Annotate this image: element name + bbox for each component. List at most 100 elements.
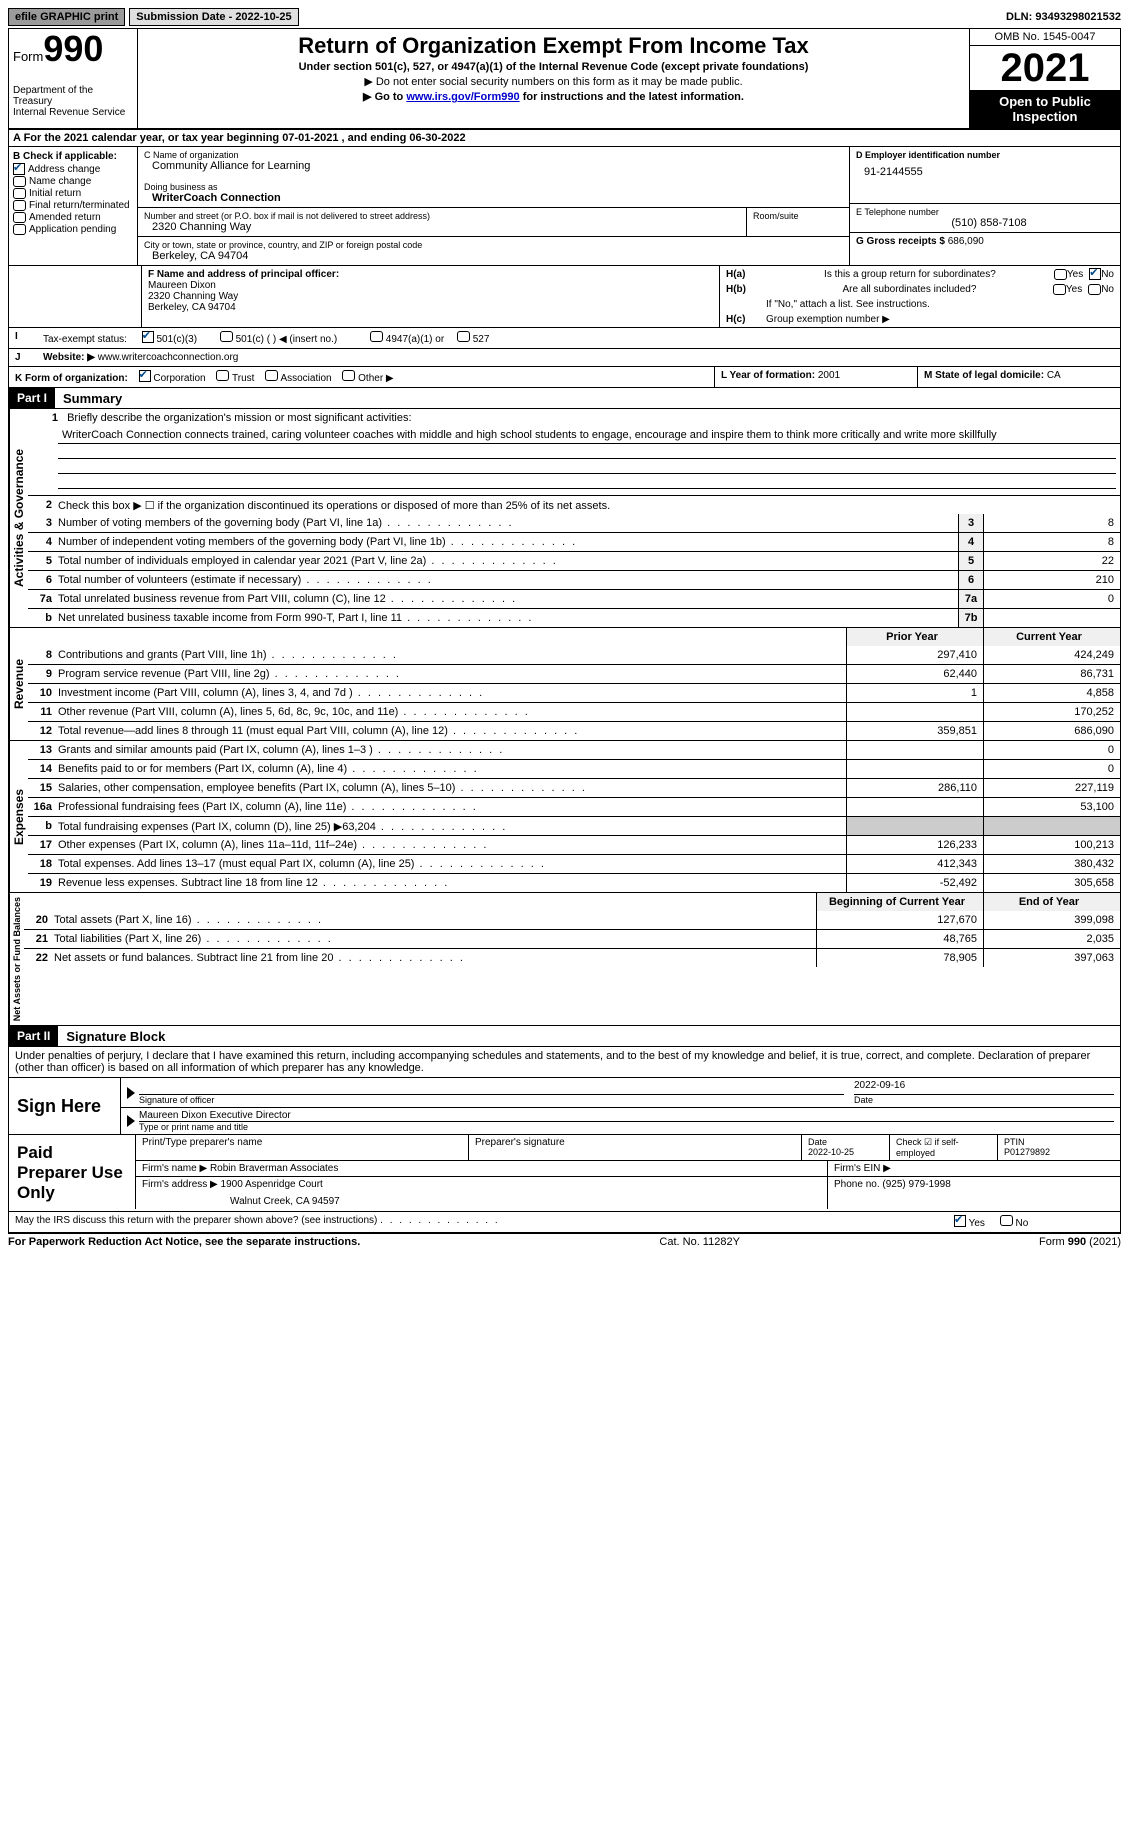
officer-label: F Name and address of principal officer: [148, 269, 713, 280]
beginning-year-header: Beginning of Current Year [816, 893, 983, 911]
footer-left: For Paperwork Reduction Act Notice, see … [8, 1236, 360, 1248]
summary-row: 3Number of voting members of the governi… [28, 514, 1120, 532]
website-value: www.writercoachconnection.org [98, 352, 239, 363]
line1-intro: Briefly describe the organization's miss… [67, 412, 411, 424]
irs-link[interactable]: www.irs.gov/Form990 [406, 91, 519, 103]
cb-527[interactable] [457, 331, 470, 342]
summary-row: bNet unrelated business taxable income f… [28, 608, 1120, 627]
firm-ein-label: Firm's EIN ▶ [828, 1161, 1120, 1176]
cb-association[interactable] [265, 370, 278, 381]
checkbox-application-pending[interactable] [13, 224, 26, 235]
gross-receipts-value: 686,090 [948, 236, 984, 247]
row-j-label: J [9, 349, 37, 366]
cb-trust[interactable] [216, 370, 229, 381]
firm-phone: (925) 979-1998 [882, 1179, 950, 1190]
summary-row: 12Total revenue—add lines 8 through 11 (… [28, 721, 1120, 740]
firm-address1: 1900 Aspenridge Court [221, 1179, 323, 1190]
form-subtitle: Under section 501(c), 527, or 4947(a)(1)… [142, 61, 965, 73]
dba-label: Doing business as [144, 182, 843, 192]
summary-row: bTotal fundraising expenses (Part IX, co… [28, 816, 1120, 835]
summary-row: 15Salaries, other compensation, employee… [28, 778, 1120, 797]
checkbox-final-return[interactable] [13, 200, 26, 211]
print-name-label: Type or print name and title [139, 1121, 1114, 1132]
summary-row: 6Total number of volunteers (estimate if… [28, 570, 1120, 589]
summary-row: 13Grants and similar amounts paid (Part … [28, 741, 1120, 759]
city-value: Berkeley, CA 94704 [144, 250, 843, 262]
hc-text: Group exemption number ▶ [766, 314, 890, 325]
efile-button[interactable]: efile GRAPHIC print [8, 8, 125, 26]
form-org-label: K Form of organization: [15, 373, 128, 384]
summary-row: 22Net assets or fund balances. Subtract … [24, 948, 1120, 967]
summary-row: 8Contributions and grants (Part VIII, li… [28, 646, 1120, 664]
officer-name: Maureen Dixon [148, 280, 713, 291]
checkbox-amended[interactable] [13, 212, 26, 223]
summary-row: 19Revenue less expenses. Subtract line 1… [28, 873, 1120, 892]
ha-no-checkbox[interactable] [1089, 268, 1101, 280]
cb-corporation[interactable] [139, 370, 151, 382]
submission-date: Submission Date - 2022-10-25 [129, 8, 298, 26]
footer-mid: Cat. No. 11282Y [659, 1236, 740, 1248]
officer-city: Berkeley, CA 94704 [148, 302, 713, 313]
summary-row: 18Total expenses. Add lines 13–17 (must … [28, 854, 1120, 873]
part1-header: Part I [9, 388, 55, 408]
sidebar-expenses: Expenses [9, 741, 28, 892]
hb-no-checkbox[interactable] [1088, 284, 1101, 295]
summary-row: 21Total liabilities (Part X, line 26)48,… [24, 929, 1120, 948]
form-label: Form [13, 49, 43, 64]
sig-date: 2022-09-16 [854, 1080, 1114, 1094]
discuss-yes-checkbox[interactable] [954, 1215, 966, 1227]
form-number: 990 [43, 28, 103, 69]
footer-right: Form 990 (2021) [1039, 1236, 1121, 1248]
omb-number: OMB No. 1545-0047 [970, 29, 1120, 46]
hb-note: If "No," attach a list. See instructions… [720, 297, 1120, 312]
row-i-label: I [9, 328, 37, 348]
ein-label: D Employer identification number [856, 150, 1114, 160]
hb-yes-checkbox[interactable] [1053, 284, 1066, 295]
tax-year: 2021 [970, 46, 1120, 90]
sidebar-revenue: Revenue [9, 628, 28, 740]
form-header: Form990 Department of the Treasury Inter… [8, 28, 1121, 130]
section-b-label: B Check if applicable: [13, 151, 133, 162]
street-value: 2320 Channing Way [144, 221, 740, 233]
cb-501c[interactable] [220, 331, 233, 342]
summary-row: 11Other revenue (Part VIII, column (A), … [28, 702, 1120, 721]
part1-title: Summary [55, 391, 122, 406]
summary-row: 14Benefits paid to or for members (Part … [28, 759, 1120, 778]
summary-row: 17Other expenses (Part IX, column (A), l… [28, 835, 1120, 854]
summary-row: 7aTotal unrelated business revenue from … [28, 589, 1120, 608]
state-domicile-value: CA [1047, 370, 1061, 381]
hc-label: H(c) [726, 314, 766, 325]
sig-officer-label: Signature of officer [139, 1094, 844, 1105]
line1-num: 1 [34, 412, 64, 424]
end-year-header: End of Year [983, 893, 1120, 911]
cb-other[interactable] [342, 370, 355, 381]
perjury-statement: Under penalties of perjury, I declare th… [8, 1047, 1121, 1078]
row-a-calendar-year: A For the 2021 calendar year, or tax yea… [8, 130, 1121, 147]
note-goto-pre: ▶ Go to [363, 91, 406, 103]
summary-row: 5Total number of individuals employed in… [28, 551, 1120, 570]
discuss-no-checkbox[interactable] [1000, 1215, 1013, 1226]
public-inspection: Open to Public Inspection [970, 90, 1120, 128]
checkbox-address-change[interactable] [13, 163, 25, 175]
checkbox-name-change[interactable] [13, 176, 26, 187]
cb-4947[interactable] [370, 331, 383, 342]
treasury-dept: Department of the Treasury [13, 85, 133, 107]
self-employed-check: Check ☑ if self-employed [890, 1135, 998, 1160]
summary-row: 4Number of independent voting members of… [28, 532, 1120, 551]
ha-text: Is this a group return for subordinates? [766, 269, 1054, 280]
year-formation-label: L Year of formation: [721, 370, 815, 381]
ha-yes-checkbox[interactable] [1054, 269, 1067, 280]
note-ssn: ▶ Do not enter social security numbers o… [142, 75, 965, 88]
tax-exempt-label: Tax-exempt status: [43, 334, 127, 345]
summary-row: 16aProfessional fundraising fees (Part I… [28, 797, 1120, 816]
ptin-value: P01279892 [1004, 1147, 1050, 1157]
preparer-sig-label: Preparer's signature [469, 1135, 802, 1160]
checkbox-initial-return[interactable] [13, 188, 26, 199]
discuss-text: May the IRS discuss this return with the… [15, 1215, 377, 1226]
website-label: Website: ▶ [43, 352, 95, 363]
summary-row: 20Total assets (Part X, line 16)127,6703… [24, 911, 1120, 929]
cb-501c3[interactable] [142, 331, 154, 343]
firm-name: Robin Braverman Associates [210, 1163, 338, 1174]
sign-here-label: Sign Here [9, 1078, 120, 1134]
form-title: Return of Organization Exempt From Incom… [142, 33, 965, 59]
